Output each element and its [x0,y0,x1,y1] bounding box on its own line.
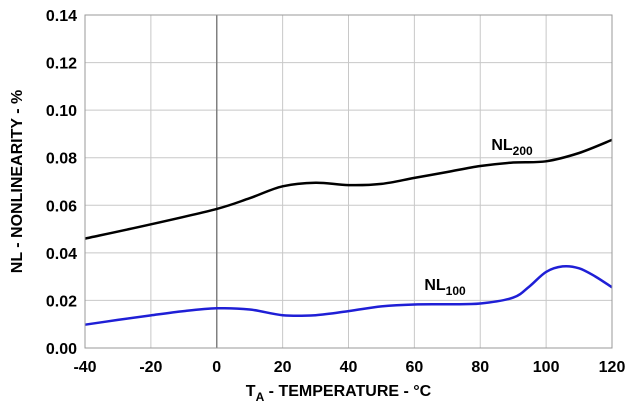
series-label-subscript: 200 [513,144,533,158]
grid-lines [84,14,613,349]
x-axis-label-rest: - TEMPERATURE - °C [264,383,431,400]
y-tick-label: 0.02 [46,293,77,310]
series-label-nl200: NL200 [491,137,533,158]
x-tick-label: 100 [533,359,560,376]
series-line-nl100 [84,264,613,326]
series-label-main: NL [424,277,446,294]
series-lines [84,138,613,326]
plot-frame [84,14,613,349]
y-tick-label: 0.06 [46,198,77,215]
series-line-nl200 [84,138,613,240]
x-axis-label-main: T [246,383,256,400]
x-tick-label: -20 [139,359,162,376]
y-tick-label: 0.10 [46,103,77,120]
x-tick-label: 120 [599,359,626,376]
series-label-subscript: 100 [446,284,466,298]
y-tick-label: 0.04 [46,246,77,263]
x-tick-label: 80 [471,359,489,376]
y-tick-label: 0.08 [46,151,77,168]
y-tick-labels: 0.00 0.02 0.04 0.06 0.08 0.10 0.12 0.14 [46,8,77,358]
x-tick-label: 0 [212,359,221,376]
y-tick-label: 0.12 [46,56,77,73]
series-label-nl100: NL100 [424,277,466,298]
y-axis-label: NL - NONLINEARITY - % [9,90,26,273]
x-axis-label-subscript: A [256,390,265,404]
x-tick-label: 20 [274,359,292,376]
x-tick-label: 40 [340,359,358,376]
x-axis-label: TA - TEMPERATURE - °C [246,383,432,404]
y-tick-label: 0.14 [46,8,77,25]
x-tick-labels: -40 -20 0 20 40 60 80 100 120 [73,359,625,376]
y-tick-label: 0.00 [46,341,77,358]
series-label-main: NL [491,137,513,154]
x-tick-label: 60 [405,359,423,376]
x-tick-label: -40 [73,359,96,376]
